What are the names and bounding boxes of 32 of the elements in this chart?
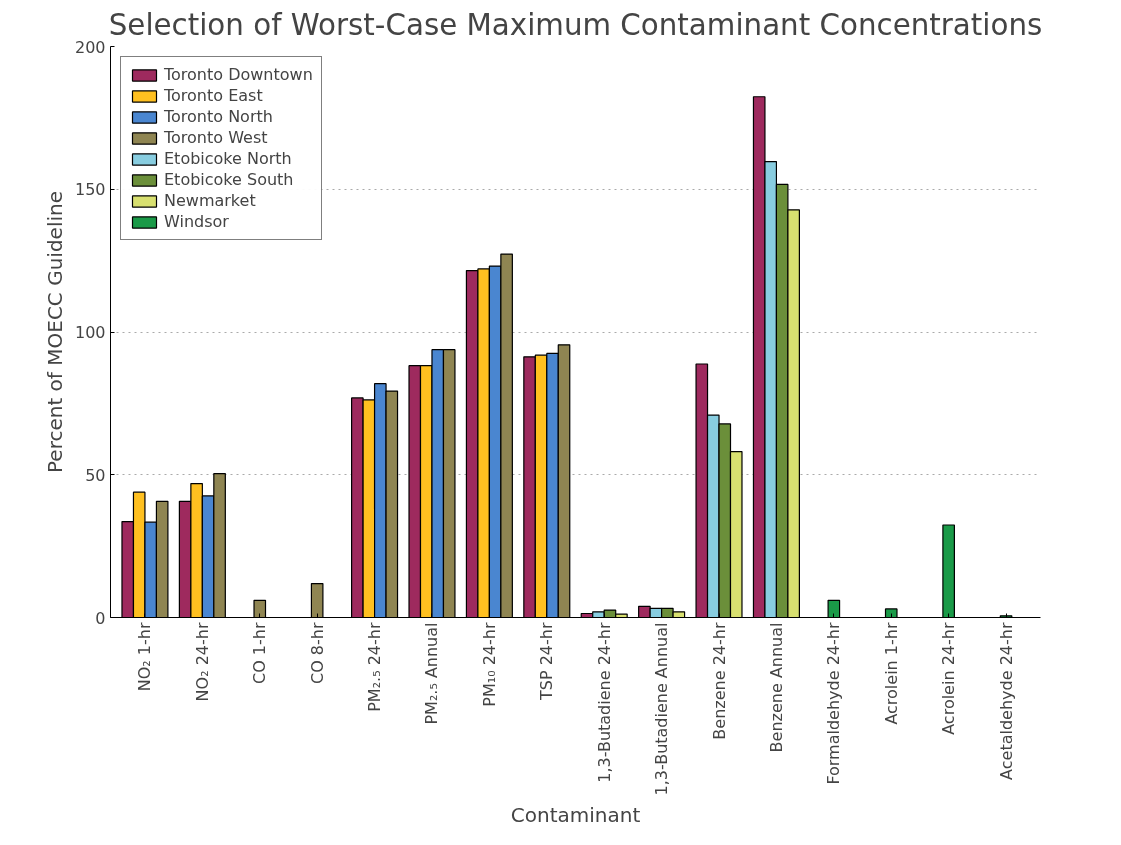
- legend-label: Toronto North: [164, 107, 273, 126]
- x-tick-label: PM₂.₅ 24-hr: [365, 622, 385, 712]
- y-tick-label: 200: [74, 37, 106, 57]
- legend-label: Toronto East: [164, 86, 263, 105]
- legend-label: Toronto West: [164, 128, 268, 147]
- x-tick-label: PM₁₀ 24-hr: [479, 622, 499, 707]
- legend-label: Windsor: [164, 212, 229, 231]
- legend-label: Etobicoke South: [164, 170, 294, 189]
- y-tick-label: 50: [85, 465, 106, 485]
- x-tick-label: NO₂ 1-hr: [135, 622, 155, 692]
- x-tick-label: Benzene Annual: [766, 622, 786, 753]
- x-tick-label: 1,3-Butadiene Annual: [652, 622, 672, 796]
- x-tick-label: Acrolein 1-hr: [881, 622, 901, 725]
- x-tick-label: Acrolein 24-hr: [939, 622, 959, 735]
- y-tick-label: 150: [74, 180, 106, 200]
- x-tick-label: PM₂.₅ Annual: [422, 622, 442, 725]
- x-tick-label: CO 1-hr: [250, 622, 270, 685]
- x-tick-label: Acetaldehyde 24-hr: [996, 622, 1016, 780]
- chart-title: Selection of Worst-Case Maximum Contaminant Concentrations: [108, 7, 1043, 42]
- y-axis-title: Percent of MOECC Guideline: [42, 191, 67, 473]
- x-tick-label: 1,3-Butadiene 24-hr: [594, 622, 614, 783]
- x-tick-label: CO 8-hr: [307, 622, 327, 685]
- x-axis-title: Contaminant: [510, 803, 641, 828]
- y-tick-label: 100: [74, 323, 106, 342]
- legend-label: Toronto Downtown: [164, 65, 313, 84]
- legend-label: Newmarket: [164, 191, 256, 210]
- x-tick-label: Benzene 24-hr: [709, 622, 729, 740]
- x-tick-label: NO₂ 24-hr: [192, 622, 212, 702]
- y-tick-label: 0: [95, 608, 106, 628]
- x-tick-label: TSP 24-hr: [537, 622, 557, 702]
- x-tick-label: Formaldehyde 24-hr: [824, 622, 844, 785]
- legend-label: Etobicoke North: [164, 149, 292, 168]
